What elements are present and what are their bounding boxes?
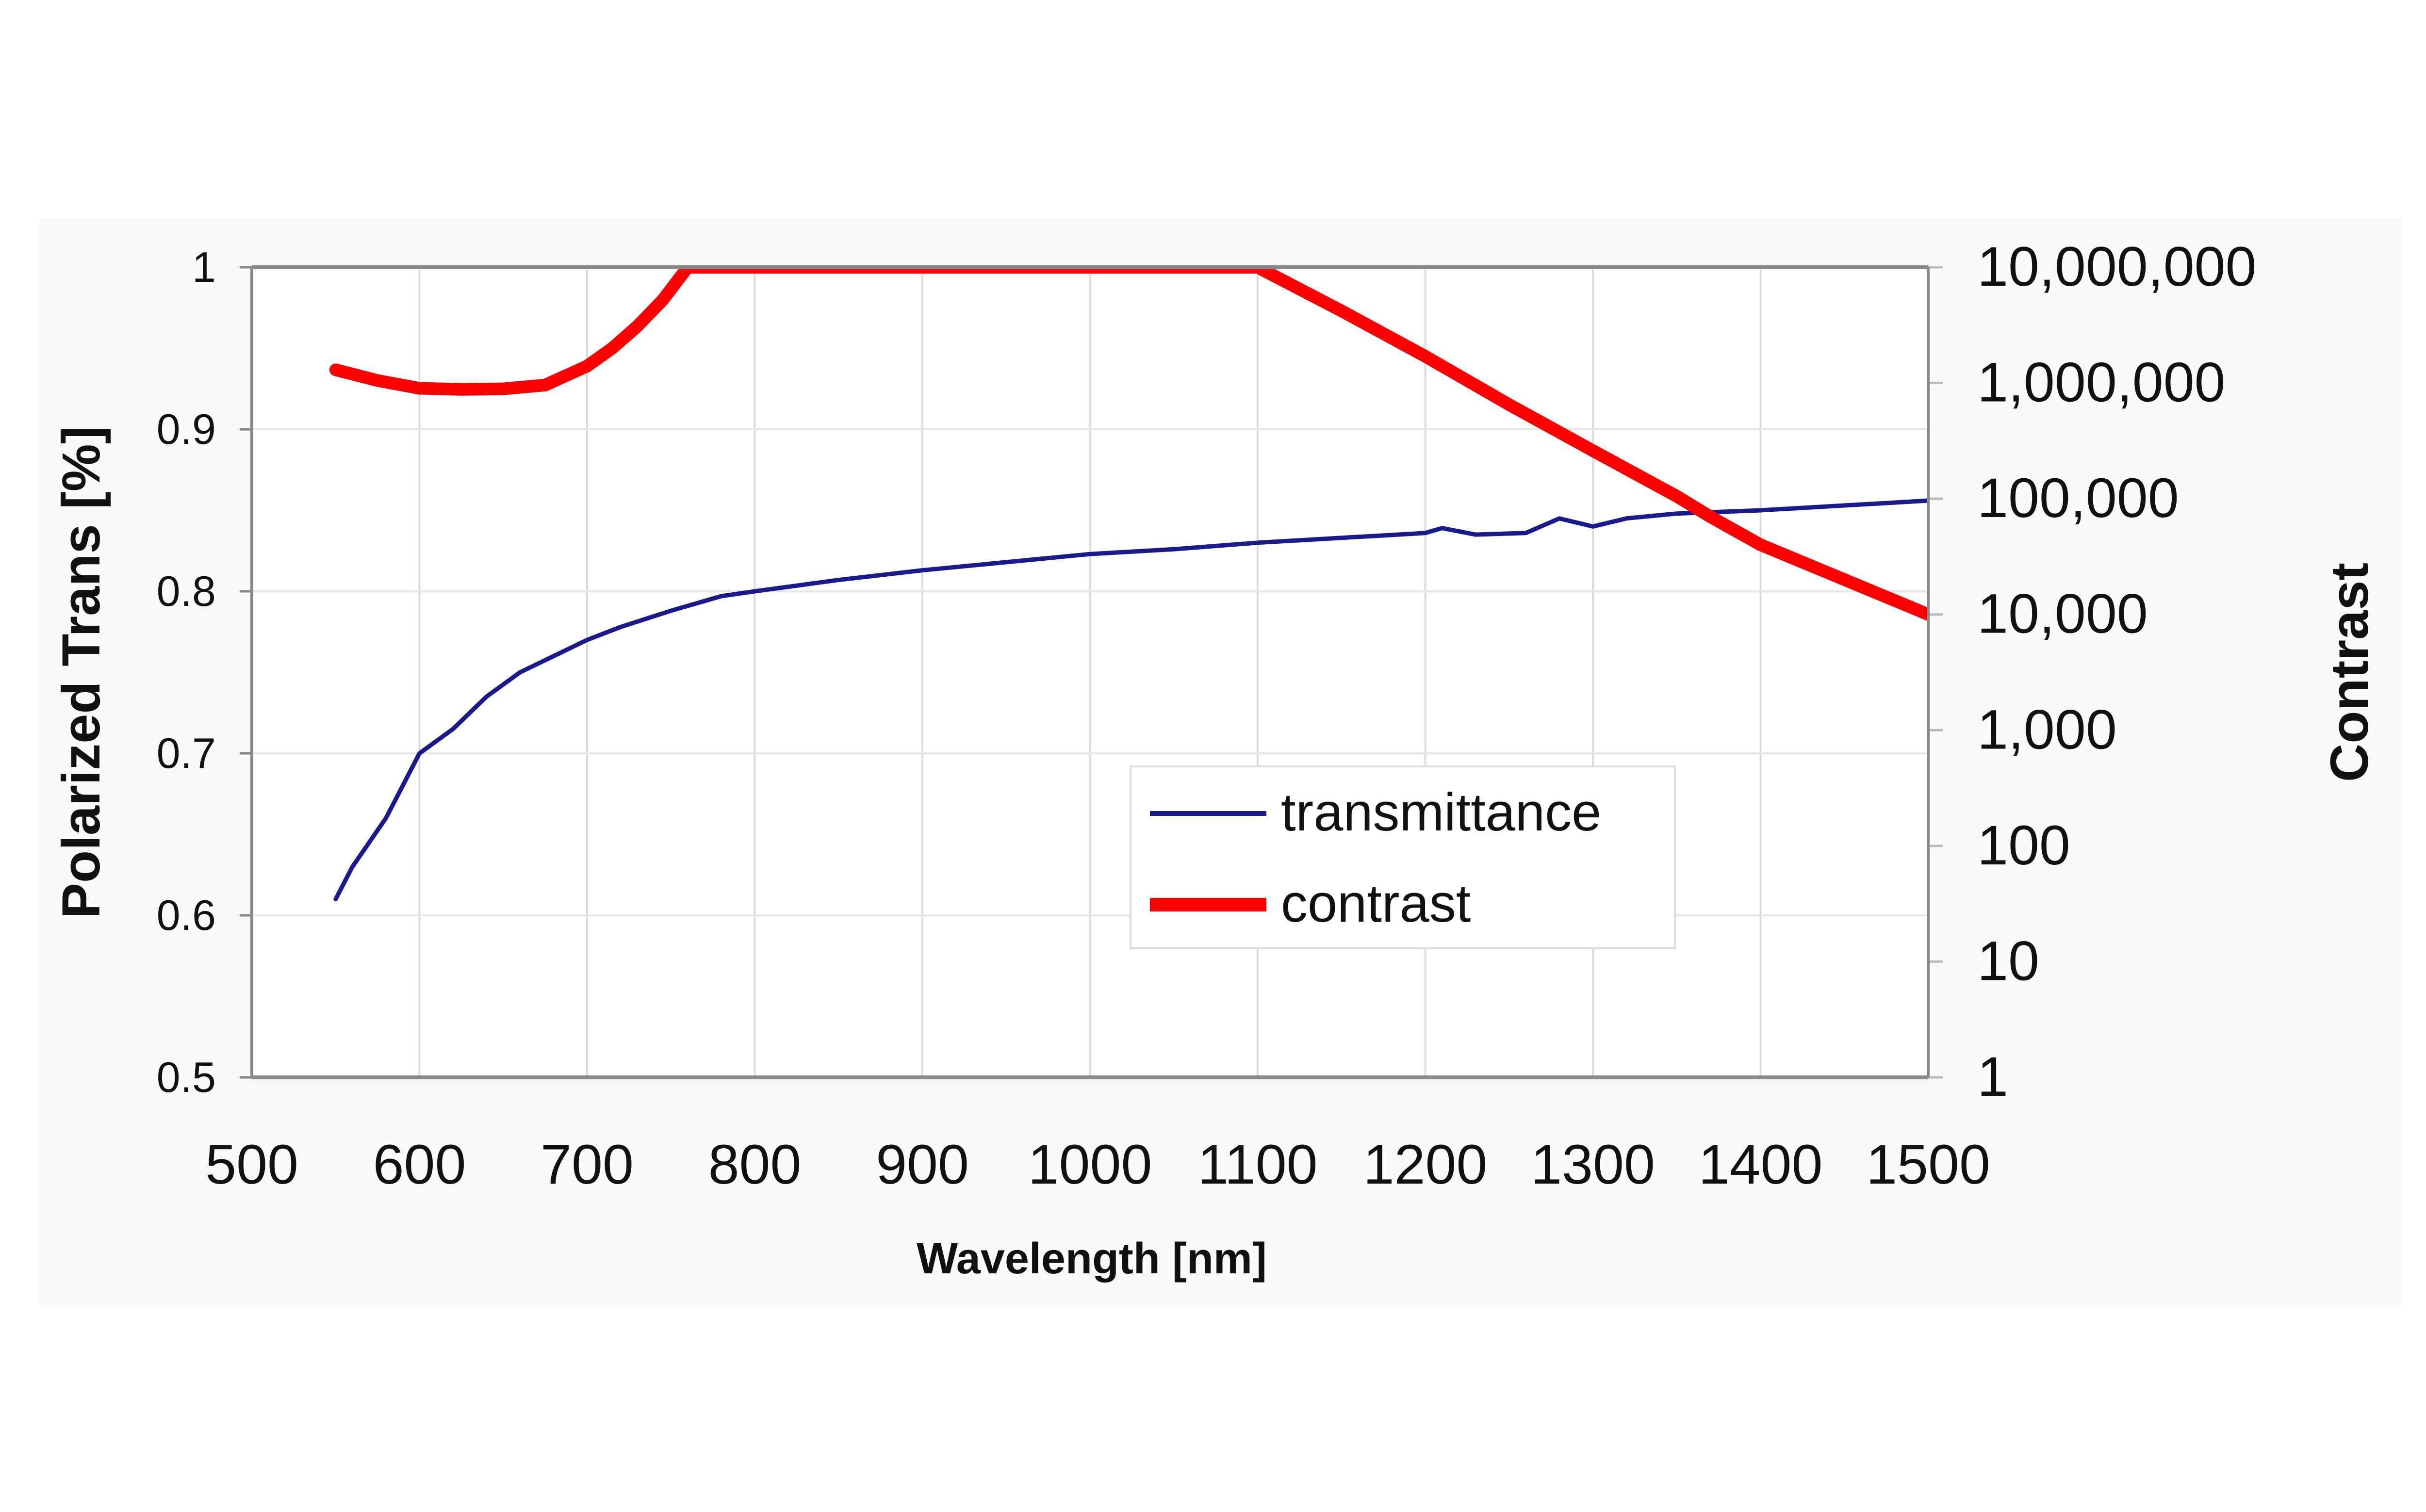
y2-tick-label: 1 — [1977, 1046, 2008, 1108]
x-tick-label: 1000 — [1028, 1134, 1152, 1196]
y2-tick-label: 10,000,000 — [1977, 236, 2257, 298]
y2-tick-label: 100 — [1977, 814, 2070, 877]
y-tick-label: 0.6 — [157, 891, 216, 939]
y-tick-label: 0.7 — [157, 729, 216, 777]
x-tick-labels: 500 600 700 800 900 1000 1100 1200 1300 1400 1500 — [205, 1134, 1990, 1196]
series-line-transmittance — [333, 498, 1928, 902]
y2-tick-label: 1,000 — [1977, 699, 2117, 761]
axes — [240, 265, 1943, 1079]
y2-tick-labels: 1 10 100 1,000 10,000 100,000 1,000,000 10,000,… — [1977, 236, 2257, 1108]
series-group — [329, 267, 1928, 902]
x-tick-label: 1200 — [1363, 1134, 1488, 1196]
x-tick-label: 1300 — [1531, 1134, 1655, 1196]
x-tick-label: 700 — [541, 1134, 634, 1196]
x-tick-label: 1400 — [1699, 1134, 1823, 1196]
y-axis-title: Polarized Trans [%] — [51, 426, 111, 919]
y2-tick-label: 1,000,000 — [1977, 352, 2226, 414]
y2-tick-label: 10,000 — [1977, 583, 2148, 645]
x-tick-label: 500 — [205, 1134, 298, 1196]
x-axis-title: Wavelength [nm] — [917, 1235, 1267, 1283]
x-tick-label: 900 — [876, 1134, 969, 1196]
x-tick-label: 600 — [373, 1134, 466, 1196]
legend: transmittance contrast — [1130, 765, 1676, 949]
y-tick-label: 1 — [192, 243, 216, 291]
x-tick-label: 1100 — [1197, 1134, 1317, 1196]
x-tick-label: 800 — [708, 1134, 802, 1196]
y-tick-label: 0.5 — [157, 1053, 216, 1101]
legend-label-contrast: contrast — [1281, 874, 1471, 933]
y-tick-label: 0.8 — [157, 567, 216, 615]
y-tick-label: 0.9 — [157, 405, 216, 453]
y2-axis-title: Contrast — [2320, 563, 2379, 782]
y2-tick-label: 10 — [1977, 930, 2039, 992]
legend-box — [1130, 765, 1676, 949]
series-line-contrast — [329, 267, 1928, 621]
y2-tick-label: 100,000 — [1977, 467, 2179, 529]
legend-label-transmittance: transmittance — [1281, 782, 1601, 842]
x-tick-label: 1500 — [1866, 1134, 1990, 1196]
y-tick-labels: 0.5 0.6 0.7 0.8 0.9 1 — [157, 243, 216, 1101]
